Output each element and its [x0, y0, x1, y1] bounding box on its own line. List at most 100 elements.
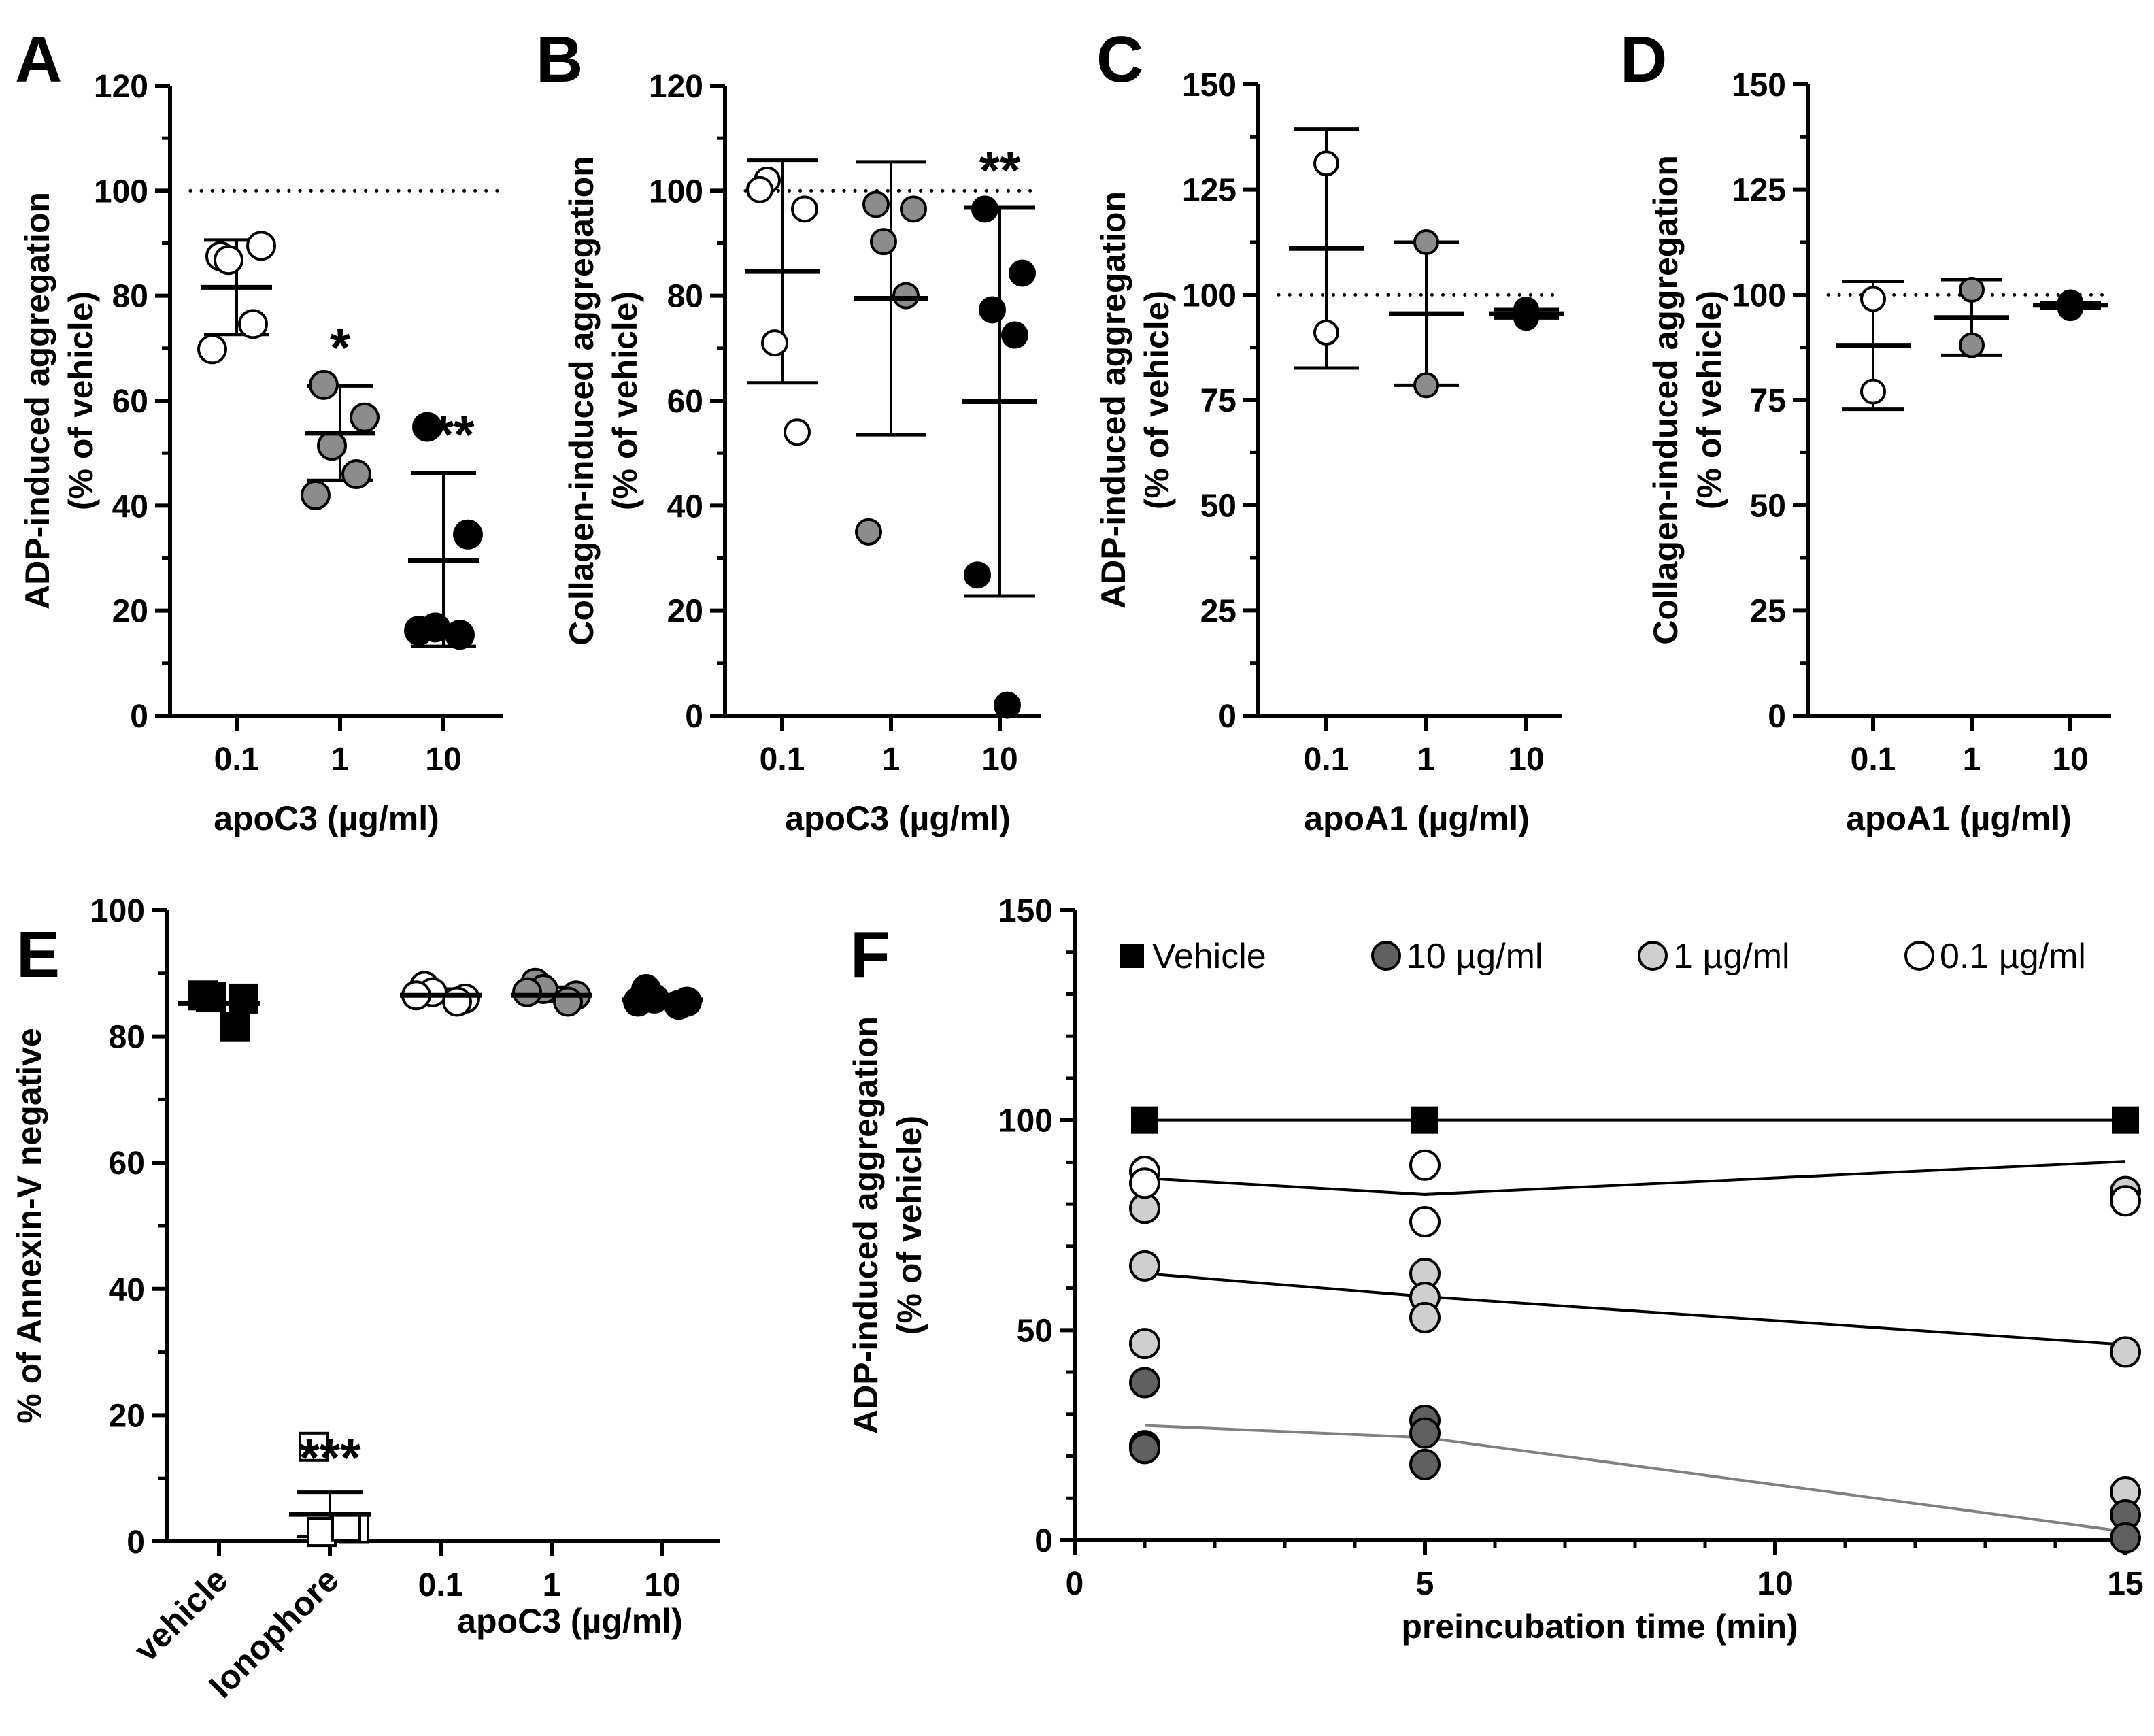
data-point — [791, 195, 818, 223]
legend-marker — [1371, 941, 1401, 971]
data-point — [350, 402, 380, 433]
panel-f: F 0 50 100 150 0 5 10 15 preincubation time (min)… — [847, 893, 2144, 1646]
y-tick-label: 100 — [649, 173, 703, 210]
y-tick-label: 60 — [667, 384, 703, 420]
data-point — [445, 620, 475, 650]
group-0.1 — [1289, 127, 1364, 370]
y-axis-title: ADP-induced aggregation — [847, 1016, 885, 1434]
y-tick-label: 80 — [112, 279, 148, 315]
y-tick-label: 0 — [685, 699, 703, 735]
x-tick-label: 1 — [1963, 741, 1981, 778]
data-point — [197, 334, 227, 365]
y-tick-label: 150 — [1732, 67, 1786, 103]
data-point — [1009, 259, 1036, 287]
y-tick-label: 20 — [112, 594, 148, 630]
data-point — [1129, 1433, 1160, 1465]
y-tick-label: 150 — [998, 893, 1053, 929]
data-point — [855, 518, 882, 546]
x-tick-label: 1 — [331, 741, 350, 778]
y-tick-label: 100 — [1732, 278, 1786, 314]
x-tick-label: 0.1 — [760, 741, 805, 778]
y-tick-label: 0 — [1768, 699, 1786, 735]
y-tick-label: 75 — [1750, 383, 1786, 419]
x-tick-label: 10 — [1508, 741, 1544, 778]
y-tick-label: 20 — [667, 594, 703, 630]
data-point — [1129, 1167, 1160, 1199]
x-tick-label: 5 — [1416, 1566, 1434, 1602]
panel-a: A 0 20 40 60 80 100 120 0.1 1 10 apoC3 (µg/ml) ADP-i… — [15, 23, 505, 837]
data-point — [979, 296, 1006, 324]
y-axis-title: (% of vehicle) — [1690, 290, 1728, 510]
x-tick-label: 15 — [2107, 1566, 2143, 1602]
group-vehicle — [178, 980, 260, 1042]
data-point — [2057, 289, 2083, 316]
data-point — [331, 1512, 361, 1542]
x-tick-label: 10 — [644, 1567, 680, 1603]
data-point — [1860, 378, 1886, 405]
group-0.1 — [1836, 280, 1911, 412]
data-point — [862, 190, 890, 218]
data-point — [1129, 1367, 1160, 1399]
data-point — [1860, 286, 1886, 312]
data-point — [246, 231, 276, 261]
data-point — [892, 282, 920, 310]
legend-marker — [1638, 941, 1668, 971]
x-tick-label: 1 — [543, 1567, 561, 1603]
y-axis-title: (% of vehicle) — [606, 291, 644, 510]
y-tick-label: 60 — [109, 1146, 145, 1182]
y-tick-label: 125 — [1732, 173, 1786, 209]
y-tick-label: 80 — [109, 1020, 145, 1056]
data-point — [1129, 1328, 1160, 1360]
data-point — [2110, 1522, 2141, 1554]
legend-label: 10 µg/ml — [1407, 937, 1543, 976]
data-point — [746, 176, 773, 203]
y-tick-label: 120 — [649, 69, 703, 105]
y-axis-title: ADP-induced aggregation — [1094, 191, 1132, 609]
x-tick-label: 0.1 — [1304, 741, 1349, 778]
x-tick-label: 10 — [2052, 741, 2088, 778]
x-tick-label: 1 — [882, 741, 901, 778]
data-point — [900, 195, 927, 223]
data-point — [1129, 1250, 1160, 1282]
data-point — [1313, 150, 1339, 177]
y-axis-title: Collagen-induced aggregation — [562, 156, 601, 645]
x-tick-label: 0.1 — [1851, 741, 1896, 778]
significance-stars: * — [330, 317, 351, 377]
group-0.1 — [197, 231, 276, 365]
data-point — [2110, 1336, 2141, 1368]
x-tick-label: 10 — [1757, 1566, 1793, 1602]
data-point — [761, 329, 788, 357]
data-point — [442, 986, 472, 1017]
data-point — [964, 561, 991, 589]
group-10 — [1489, 296, 1564, 331]
data-point — [453, 519, 483, 550]
group-10: ** — [962, 140, 1037, 719]
y-tick-label: 75 — [1200, 383, 1236, 419]
data-point — [1513, 296, 1539, 322]
data-point — [1959, 276, 1985, 303]
x-axis-title: apoC3 (µg/ml) — [785, 799, 1011, 837]
panel-letter: B — [536, 23, 583, 96]
x-axis-title: apoA1 (µg/ml) — [1304, 799, 1530, 837]
data-point — [214, 245, 243, 276]
y-tick-label: 0 — [130, 699, 148, 735]
legend-marker — [1120, 944, 1144, 968]
data-point — [553, 986, 583, 1017]
data-point — [784, 418, 811, 446]
y-axis-title: Collagen-induced aggregation — [1647, 155, 1685, 644]
y-tick-label: 100 — [998, 1103, 1053, 1139]
y-axis-title: % of Annexin-V negative — [10, 1028, 48, 1424]
y-tick-label: 100 — [1182, 278, 1236, 314]
group-1: * — [301, 317, 380, 510]
data-point — [1959, 332, 1985, 358]
significance-stars: *** — [412, 404, 475, 464]
group-1 — [854, 160, 928, 546]
data-point — [2110, 1185, 2141, 1217]
panel-letter: D — [1620, 23, 1667, 96]
y-tick-label: 125 — [1182, 173, 1236, 209]
data-point — [994, 691, 1021, 719]
x-tick-label: 10 — [425, 741, 461, 778]
y-axis-title: (% of vehicle) — [1138, 290, 1176, 510]
y-tick-label: 20 — [109, 1398, 145, 1434]
panel-letter: F — [850, 918, 890, 991]
